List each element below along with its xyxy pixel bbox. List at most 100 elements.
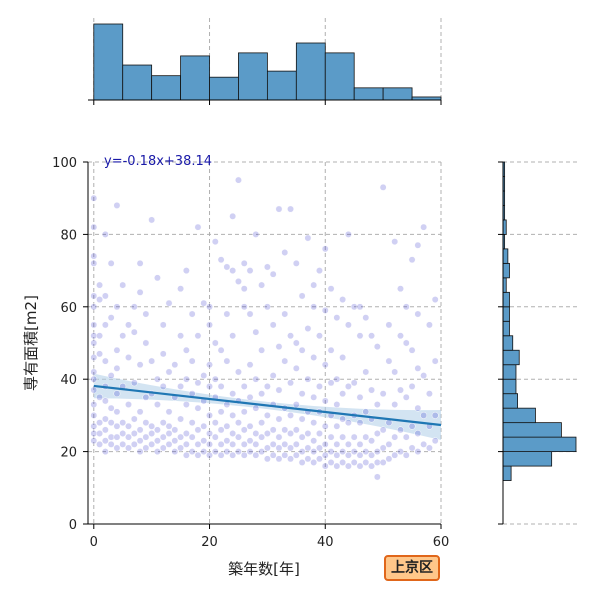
scatter-point [229, 440, 237, 448]
scatter-point [96, 440, 104, 448]
scatter-point [333, 422, 341, 430]
y-hist-bar [502, 378, 517, 395]
scatter-point [113, 433, 121, 441]
scatter-point [287, 332, 294, 340]
scatter-point [148, 357, 156, 365]
scatter-point [373, 401, 381, 408]
scatter-point [402, 303, 410, 311]
scatter-point [235, 448, 242, 456]
scatter-point [379, 183, 387, 191]
scatter-point [356, 332, 364, 340]
y-hist-bar [502, 451, 553, 467]
scatter-point [292, 339, 300, 347]
scatter-point [327, 448, 335, 456]
scatter-point [101, 448, 109, 456]
scatter-point [263, 455, 271, 463]
scatter-point [246, 361, 254, 369]
scatter-point [229, 411, 237, 419]
scatter-point [275, 444, 283, 452]
scatter-point [379, 390, 387, 398]
scatter-point [362, 448, 370, 456]
scatter-point [316, 430, 323, 437]
scatter-point [148, 440, 156, 448]
scatter-point [304, 455, 312, 463]
scatter-point [327, 346, 335, 354]
y-tick-label: 0 [69, 518, 77, 533]
scatter-point [431, 411, 439, 419]
scatter-point [356, 451, 364, 459]
scatter-point [304, 430, 312, 437]
scatter-point [304, 325, 312, 332]
y-hist-bar [502, 349, 520, 366]
scatter-point [281, 357, 289, 365]
scatter-point [223, 357, 231, 365]
x-hist-bar [238, 52, 268, 101]
scatter-point [217, 408, 225, 416]
scatter-point [229, 451, 237, 459]
scatter-point [408, 256, 416, 264]
scatter-point [90, 303, 98, 311]
scatter-point [258, 281, 266, 289]
scatter-point [206, 411, 213, 419]
scatter-point [339, 459, 347, 466]
y-hist-bar [502, 436, 577, 452]
x-hist-bar [93, 23, 124, 101]
scatter-point [90, 339, 98, 347]
scatter-point [153, 437, 161, 445]
scatter-point [263, 263, 271, 271]
scatter-point [316, 444, 323, 452]
scatter-point [373, 343, 381, 351]
confidence-band [93, 373, 441, 440]
scatter-point [368, 332, 376, 340]
scatter-point [200, 422, 208, 430]
scatter-point [153, 448, 161, 456]
scatter-point [235, 419, 242, 427]
scatter-point [223, 263, 231, 271]
scatter-point [246, 267, 254, 275]
scatter-point [281, 426, 289, 434]
scatter-point [344, 321, 352, 329]
y-hist-bar [502, 393, 519, 409]
scatter-point [206, 382, 213, 390]
scatter-point [211, 419, 219, 427]
scatter-point [177, 285, 185, 293]
scatter-point [148, 422, 156, 430]
scatter-point [107, 419, 115, 427]
scatter-point [310, 354, 318, 361]
scatter-point [142, 419, 150, 427]
scatter-point [90, 437, 98, 445]
scatter-point [356, 303, 364, 311]
scatter-point [263, 303, 271, 311]
scatter-point [235, 368, 242, 376]
scatter-point [182, 267, 190, 275]
scatter-point [90, 259, 98, 267]
scatter-point [113, 201, 121, 209]
x-hist-bar [151, 75, 181, 101]
scatter-point [379, 426, 387, 434]
x-hist-bar [122, 64, 153, 101]
scatter-point [211, 448, 219, 456]
scatter-point [379, 444, 387, 452]
scatter-point [182, 451, 190, 459]
scatter-point [414, 310, 422, 318]
y-marginal-histogram [498, 161, 580, 525]
scatter-point [142, 310, 150, 318]
scatter-point [240, 408, 248, 416]
scatter-point [101, 292, 109, 300]
y-hist-bar [502, 364, 517, 380]
scatter-point [229, 332, 237, 340]
scatter-point [119, 332, 127, 340]
scatter-point [298, 292, 306, 300]
y-tick-label: 40 [60, 373, 77, 388]
scatter-point [125, 422, 132, 430]
scatter-point [356, 462, 364, 470]
scatter-point [414, 404, 422, 412]
scatter-point [281, 451, 289, 459]
scatter-point [339, 433, 347, 441]
scatter-point [252, 230, 260, 238]
scatter-point [275, 205, 283, 213]
scatter-point [90, 292, 98, 300]
x-marginal-histogram [88, 18, 442, 105]
scatter-point [119, 440, 127, 448]
x-tick-label: 40 [317, 535, 334, 550]
